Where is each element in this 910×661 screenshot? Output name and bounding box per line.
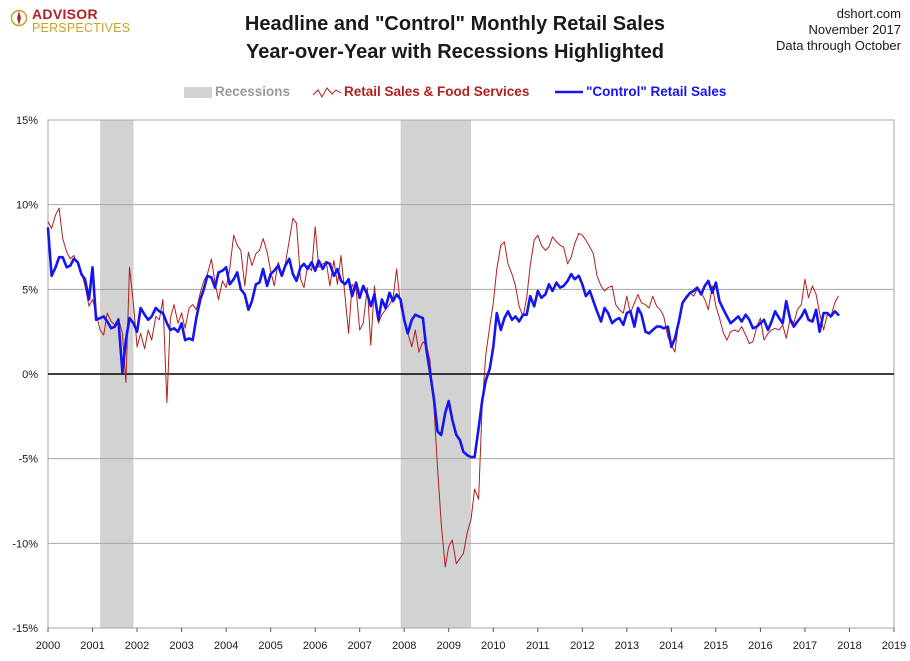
x-tick-label: 2014 bbox=[659, 640, 683, 652]
legend-label-recessions: Recessions bbox=[215, 84, 291, 99]
x-tick-label: 2001 bbox=[80, 640, 104, 652]
y-tick-label: 10% bbox=[16, 200, 38, 212]
legend-swatch-recessions bbox=[184, 87, 212, 98]
logo-text-perspectives: PERSPECTIVES bbox=[32, 21, 131, 35]
series-line-control-retail-sales bbox=[46, 227, 840, 459]
legend-swatch-control bbox=[555, 90, 583, 94]
y-tick-label: 15% bbox=[16, 115, 38, 127]
x-tick-label: 2015 bbox=[704, 640, 728, 652]
source-site: dshort.com bbox=[836, 6, 901, 21]
x-tick-label: 2008 bbox=[392, 640, 416, 652]
chart-legend: Recessions Retail Sales & Food Services … bbox=[0, 82, 910, 102]
series-line-headline-retail-sales bbox=[47, 207, 839, 568]
legend-label-control: "Control" Retail Sales bbox=[586, 84, 727, 99]
y-tick-label: -5% bbox=[18, 454, 38, 466]
compass-logo-icon bbox=[10, 9, 28, 27]
x-tick-label: 2013 bbox=[615, 640, 639, 652]
x-tick-label: 2005 bbox=[258, 640, 282, 652]
source-block: dshort.com November 2017 Data through Oc… bbox=[776, 6, 901, 54]
x-tick-label: 2011 bbox=[526, 640, 550, 652]
x-tick-label: 2010 bbox=[481, 640, 505, 652]
x-tick-label: 2007 bbox=[347, 640, 371, 652]
y-tick-label: 0% bbox=[22, 369, 38, 381]
y-tick-label: 5% bbox=[22, 284, 38, 296]
legend-label-headline: Retail Sales & Food Services bbox=[344, 84, 530, 99]
x-tick-label: 2003 bbox=[169, 640, 193, 652]
x-tick-label: 2006 bbox=[303, 640, 327, 652]
advisor-perspectives-logo: ADVISOR PERSPECTIVES bbox=[8, 6, 138, 36]
x-tick-label: 2002 bbox=[125, 640, 149, 652]
y-tick-label: -15% bbox=[12, 623, 38, 635]
chart-title-line-1: Headline and "Control" Monthly Retail Sa… bbox=[244, 13, 666, 35]
x-tick-label: 2009 bbox=[436, 640, 460, 652]
x-tick-label: 2019 bbox=[882, 640, 906, 652]
y-tick-label: -10% bbox=[12, 538, 38, 550]
x-tick-label: 2000 bbox=[36, 640, 60, 652]
x-tick-label: 2016 bbox=[748, 640, 772, 652]
x-tick-label: 2018 bbox=[837, 640, 861, 652]
x-tick-label: 2004 bbox=[214, 640, 238, 652]
x-tick-label: 2017 bbox=[793, 640, 817, 652]
x-tick-label: 2012 bbox=[570, 640, 594, 652]
source-data-through: Data through October bbox=[775, 38, 901, 53]
source-date: November 2017 bbox=[808, 22, 902, 37]
chart-title-line-2: Year-over-Year with Recessions Highlight… bbox=[246, 41, 664, 63]
legend-swatch-headline bbox=[313, 87, 341, 99]
chart-title: Headline and "Control" Monthly Retail Sa… bbox=[0, 10, 910, 66]
logo-text-advisor: ADVISOR bbox=[32, 6, 98, 22]
